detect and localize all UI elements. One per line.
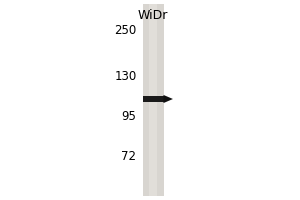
Bar [142,96,164,102]
Polygon shape [164,95,173,103]
Bar [149,4,157,196]
Text: 250: 250 [114,24,136,38]
Text: WiDr: WiDr [138,9,168,22]
Text: 72: 72 [122,150,136,164]
Bar [142,4,164,196]
Text: 95: 95 [122,110,136,123]
Text: 130: 130 [114,71,136,84]
